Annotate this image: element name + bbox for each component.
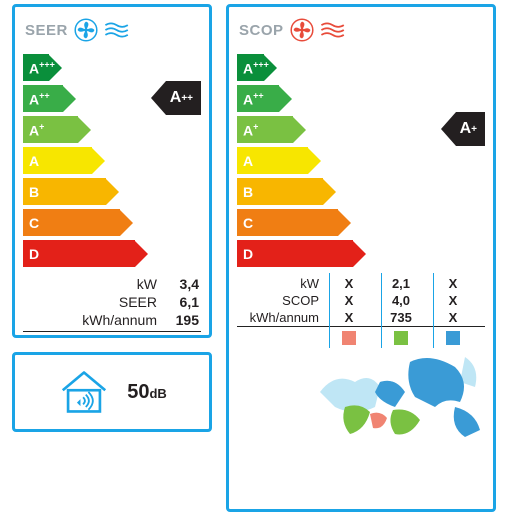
seer-efficiency-scale: A+++ A++ A+ ABCD A++ <box>23 53 201 271</box>
scop-row-kw: kW X 2,1 X <box>237 275 485 292</box>
seer-title: SEER <box>25 22 68 39</box>
stat-value: 195 <box>157 312 199 328</box>
legend-cell <box>323 331 375 345</box>
scop-stats-grid: kW X 2,1 X SCOP X 4,0 X kWh/annum X 735 … <box>237 275 485 346</box>
scop-cell: X <box>427 310 479 325</box>
legend-cell <box>375 331 427 345</box>
efficiency-arrow: D <box>237 239 485 268</box>
efficiency-arrow-label: A <box>243 153 253 169</box>
seer-header: SEER <box>23 13 201 47</box>
efficiency-arrow-label: A+ <box>29 121 44 138</box>
seer-stats: kW 3,4 SEER 6,1 kWh/annum 195 <box>23 275 201 335</box>
efficiency-arrow: A++ <box>237 84 485 113</box>
efficiency-arrow-label: D <box>29 246 39 262</box>
energy-label: SEER A+++A++A+ABCDA++ kW <box>0 0 512 512</box>
noise-unit: dB <box>149 386 166 401</box>
europe-map-svg <box>315 352 485 442</box>
efficiency-arrow: C <box>237 208 485 237</box>
noise-panel: 50dB <box>12 352 212 432</box>
efficiency-arrow-label: A+++ <box>29 59 55 76</box>
efficiency-arrow: C <box>23 208 201 237</box>
efficiency-arrow-label: C <box>29 215 39 231</box>
noise-value: 50 <box>127 381 149 403</box>
grid-separator <box>433 273 434 348</box>
scop-row-scop: SCOP X 4,0 X <box>237 292 485 309</box>
legend-cell <box>427 331 479 345</box>
seer-panel: SEER A+++ A++ A+ ABCD A++ kW <box>12 4 212 338</box>
fan-cooling-icon <box>74 18 98 42</box>
stat-row-kwh: kWh/annum 195 <box>23 311 201 332</box>
efficiency-arrow: A+++ <box>23 53 201 82</box>
scop-cell: X <box>323 310 375 325</box>
scop-cell: 2,1 <box>375 276 427 291</box>
efficiency-arrow-label: D <box>243 246 253 262</box>
scop-panel: SCOP A+++ A++ A+ ABCD A+ kW X <box>226 4 496 512</box>
efficiency-arrow: D <box>23 239 201 268</box>
efficiency-arrow: A+++ <box>237 53 485 82</box>
efficiency-arrow-label: A+ <box>243 121 258 138</box>
efficiency-arrow: B <box>237 177 485 206</box>
efficiency-arrow: A+ <box>23 115 201 144</box>
efficiency-arrow-label: B <box>243 184 253 200</box>
noise-value-text: 50dB <box>127 381 167 404</box>
scop-cell: X <box>323 276 375 291</box>
scop-row-label: kWh/annum <box>237 310 323 325</box>
rating-pointer-label: A+ <box>456 112 485 146</box>
efficiency-arrow-label: A+++ <box>243 59 269 76</box>
indoor-noise-icon <box>57 369 111 415</box>
legend-swatch-avg <box>394 331 408 345</box>
efficiency-arrow: A <box>237 146 485 175</box>
scop-efficiency-scale: A+++ A++ A+ ABCD A+ <box>237 53 485 271</box>
fan-heating-icon <box>290 18 314 42</box>
efficiency-arrow-label: A <box>29 153 39 169</box>
stat-label: SEER <box>25 294 157 310</box>
scop-header: SCOP <box>237 13 485 47</box>
grid-separator <box>381 273 382 348</box>
scop-row-label: SCOP <box>237 293 323 308</box>
stat-row-kw: kW 3,4 <box>23 275 201 293</box>
scop-row-kwh: kWh/annum X 735 X <box>237 309 485 327</box>
efficiency-arrow-label: C <box>243 215 253 231</box>
efficiency-arrow: A <box>23 146 201 175</box>
cool-waves-icon <box>104 20 132 40</box>
efficiency-arrow-label: A++ <box>243 90 264 107</box>
scop-legend-row <box>237 330 485 346</box>
grid-separator <box>329 273 330 348</box>
efficiency-arrow: B <box>23 177 201 206</box>
scop-cell: 4,0 <box>375 293 427 308</box>
stat-value: 6,1 <box>157 294 199 310</box>
scop-cell: 735 <box>375 310 427 325</box>
rating-pointer-label: A++ <box>166 81 201 115</box>
legend-swatch-warm <box>342 331 356 345</box>
efficiency-arrow-label: B <box>29 184 39 200</box>
scop-title: SCOP <box>239 22 284 39</box>
heat-waves-icon <box>320 20 348 40</box>
scop-cell: X <box>427 293 479 308</box>
rating-pointer: A++ <box>151 81 201 115</box>
stat-label: kW <box>25 276 157 292</box>
stat-label: kWh/annum <box>25 312 157 328</box>
stat-row-seer: SEER 6,1 <box>23 293 201 311</box>
scop-cell: X <box>323 293 375 308</box>
left-column: SEER A+++ A++ A+ ABCD A++ kW <box>12 4 212 512</box>
rating-pointer: A+ <box>441 112 485 146</box>
stat-value: 3,4 <box>157 276 199 292</box>
europe-map <box>237 352 485 442</box>
scop-row-label: kW <box>237 276 323 291</box>
legend-swatch-cold <box>446 331 460 345</box>
efficiency-arrow-label: A++ <box>29 90 50 107</box>
scop-cell: X <box>427 276 479 291</box>
